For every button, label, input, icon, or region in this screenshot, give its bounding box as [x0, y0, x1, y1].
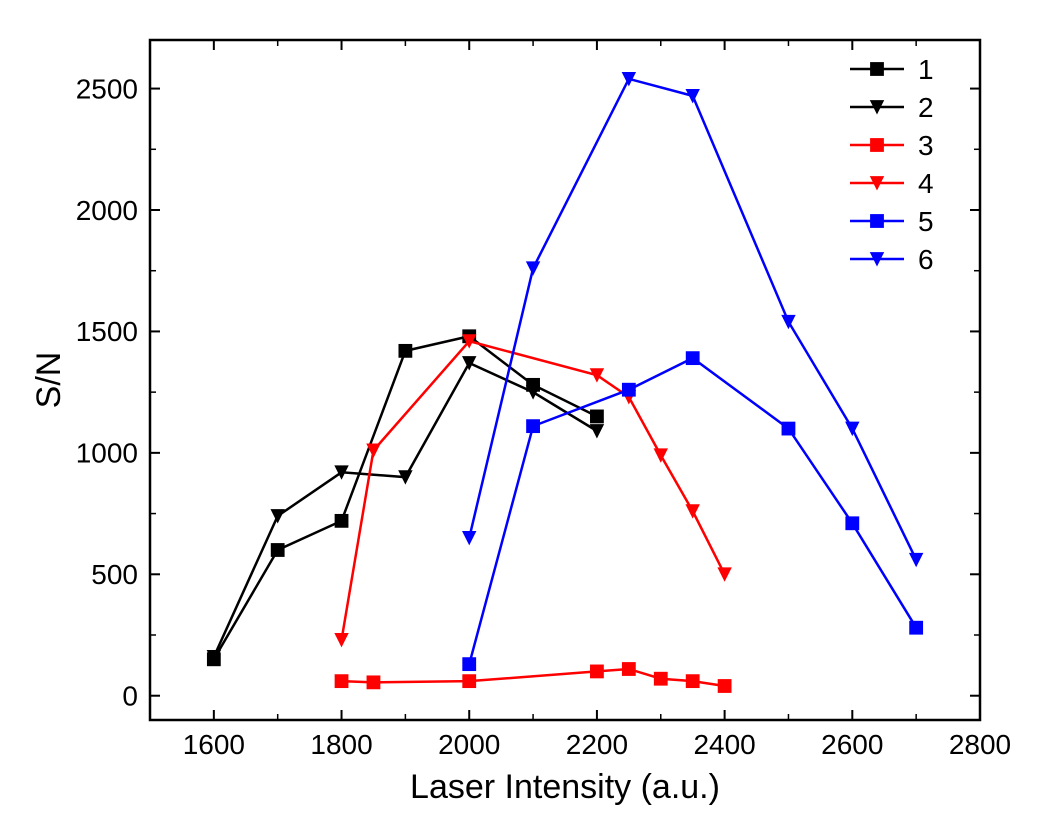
series-s3	[335, 663, 731, 693]
legend-label: 1	[918, 54, 934, 85]
y-tick-label: 1500	[76, 316, 138, 347]
chart-svg: 1600 1800 2000 2200 2400 2600 2800 0 500 1000 1500…	[0, 0, 1050, 816]
y-tick-label: 2500	[76, 73, 138, 104]
chart-root: 1600 1800 2000 2200 2400 2600 2800 0 500 1000 1500…	[0, 0, 1050, 816]
y-tick-label: 2000	[76, 195, 138, 226]
legend-label: 6	[918, 244, 934, 275]
x-axis-label: Laser Intensity (a.u.)	[410, 768, 720, 806]
x-tick-label: 2000	[438, 729, 500, 760]
y-tick-label: 0	[122, 681, 138, 712]
legend-label: 5	[918, 206, 934, 237]
series-s2	[207, 357, 603, 664]
y-axis-label: S/N	[30, 352, 68, 409]
x-tick-label: 2200	[566, 729, 628, 760]
x-tick-label: 2800	[949, 729, 1011, 760]
y-tick-label: 500	[91, 559, 138, 590]
x-tick-label: 2400	[693, 729, 755, 760]
y-tick-label: 1000	[76, 438, 138, 469]
series-s6	[463, 72, 923, 566]
legend: 1 2 3 4 5 6	[850, 54, 934, 275]
legend-label: 4	[918, 168, 934, 199]
legend-label: 2	[918, 92, 934, 123]
series-s1	[207, 330, 603, 666]
plot-frame	[150, 40, 980, 720]
series-line	[469, 79, 916, 560]
x-tick-label: 1800	[310, 729, 372, 760]
x-tick-label: 1600	[183, 729, 245, 760]
legend-label: 3	[918, 130, 934, 161]
x-tick-label: 2600	[821, 729, 883, 760]
